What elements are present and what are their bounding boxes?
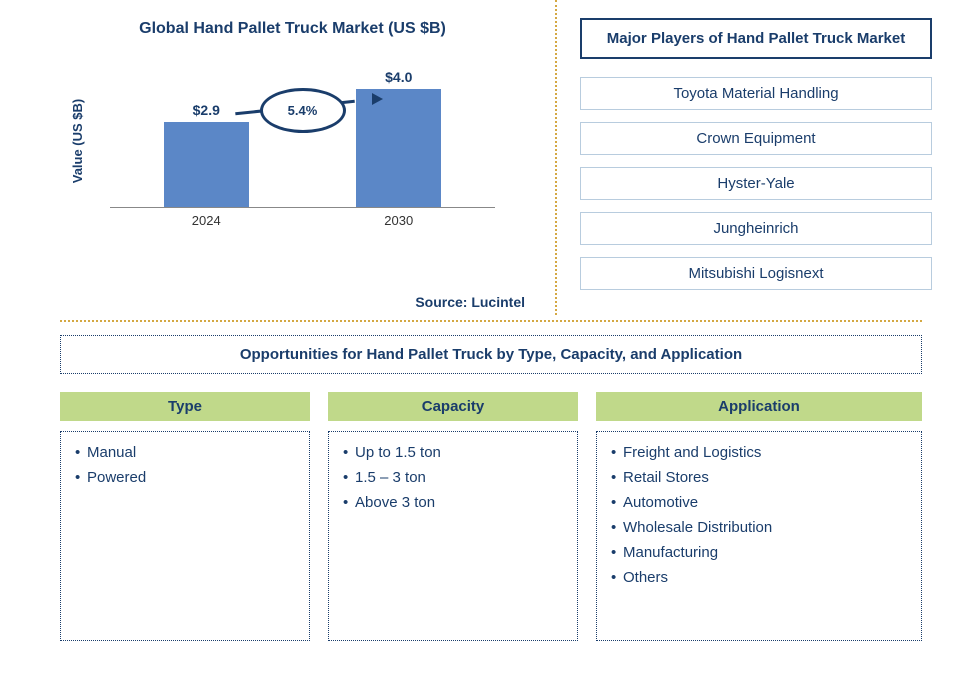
- growth-rate-value: 5.4%: [288, 103, 318, 118]
- bar-2030: [356, 89, 441, 207]
- list-item: Powered: [75, 469, 295, 486]
- player-item: Hyster-Yale: [580, 167, 932, 200]
- column-body-type: Manual Powered: [60, 431, 310, 641]
- opportunities-title: Opportunities for Hand Pallet Truck by T…: [60, 335, 922, 374]
- list-item: 1.5 – 3 ton: [343, 469, 563, 486]
- list-item: Automotive: [611, 494, 907, 511]
- chart-title: Global Hand Pallet Truck Market (US $B): [60, 20, 525, 38]
- bottom-section: Opportunities for Hand Pallet Truck by T…: [0, 320, 957, 661]
- column-type: Type Manual Powered: [60, 392, 310, 641]
- column-body-capacity: Up to 1.5 ton 1.5 – 3 ton Above 3 ton: [328, 431, 578, 641]
- growth-arrow-head-icon: [372, 93, 383, 105]
- vertical-divider: [555, 0, 557, 315]
- bar-group-2030: $4.0 2030: [356, 69, 441, 207]
- list-item: Manufacturing: [611, 544, 907, 561]
- bar-value-label: $2.9: [193, 102, 220, 118]
- growth-rate-oval: 5.4%: [260, 88, 346, 133]
- chart-ylabel: Value (US $B): [70, 98, 85, 183]
- players-panel: Major Players of Hand Pallet Truck Marke…: [555, 0, 957, 320]
- bar-value-label: $4.0: [385, 69, 412, 85]
- bar-category-label: 2030: [384, 213, 413, 228]
- chart-panel: Global Hand Pallet Truck Market (US $B) …: [0, 0, 555, 320]
- player-item: Toyota Material Handling: [580, 77, 932, 110]
- list-item: Retail Stores: [611, 469, 907, 486]
- player-item: Jungheinrich: [580, 212, 932, 245]
- list-item: Wholesale Distribution: [611, 519, 907, 536]
- player-item: Mitsubishi Logisnext: [580, 257, 932, 290]
- bar-category-label: 2024: [192, 213, 221, 228]
- column-application: Application Freight and Logistics Retail…: [596, 392, 922, 641]
- list-item: Up to 1.5 ton: [343, 444, 563, 461]
- player-item: Crown Equipment: [580, 122, 932, 155]
- players-title: Major Players of Hand Pallet Truck Marke…: [580, 18, 932, 59]
- column-body-application: Freight and Logistics Retail Stores Auto…: [596, 431, 922, 641]
- list-item: Others: [611, 569, 907, 586]
- opportunities-columns: Type Manual Powered Capacity Up to 1.5 t…: [60, 392, 922, 641]
- column-header-capacity: Capacity: [328, 392, 578, 421]
- list-item: Manual: [75, 444, 295, 461]
- source-label: Source: Lucintel: [415, 294, 525, 310]
- column-header-application: Application: [596, 392, 922, 421]
- column-header-type: Type: [60, 392, 310, 421]
- top-section: Global Hand Pallet Truck Market (US $B) …: [0, 0, 957, 320]
- list-item: Above 3 ton: [343, 494, 563, 511]
- chart-area: Value (US $B) 5.4% $2.9 2024 $4.0 2030: [110, 53, 495, 228]
- bar-group-2024: $2.9 2024: [164, 102, 249, 207]
- bar-2024: [164, 122, 249, 207]
- list-item: Freight and Logistics: [611, 444, 907, 461]
- horizontal-divider: [60, 320, 922, 322]
- column-capacity: Capacity Up to 1.5 ton 1.5 – 3 ton Above…: [328, 392, 578, 641]
